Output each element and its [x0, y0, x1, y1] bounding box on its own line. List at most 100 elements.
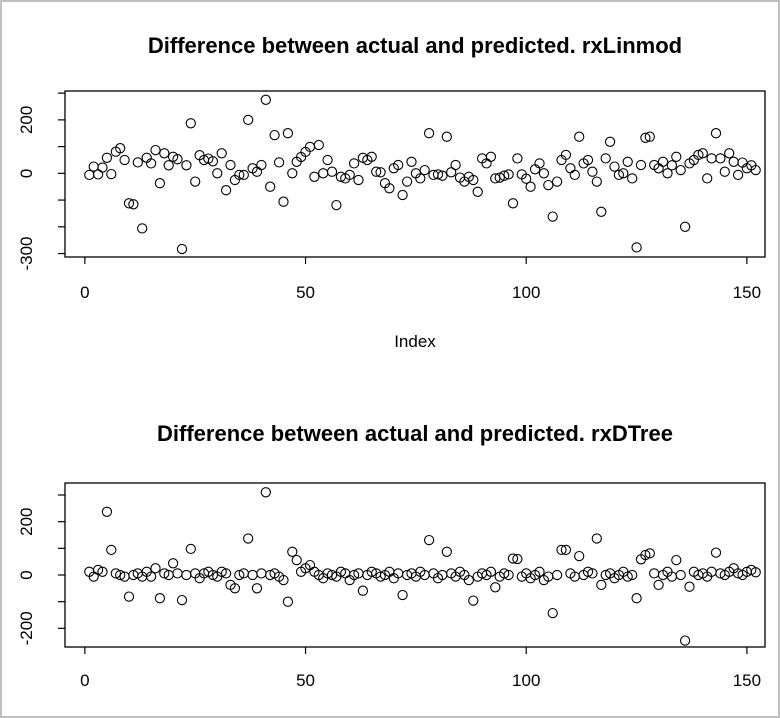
data-point: [613, 169, 625, 181]
data-point: [728, 156, 739, 167]
data-point: [357, 585, 369, 596]
data-point: [176, 243, 188, 255]
data-point: [371, 166, 382, 177]
data-point: [278, 574, 289, 586]
data-point: [423, 128, 435, 139]
data-point: [587, 568, 598, 579]
data-point: [123, 591, 135, 602]
data-point: [503, 169, 514, 180]
data-point: [190, 176, 201, 187]
data-point: [710, 547, 722, 558]
data-point: [543, 179, 554, 191]
data-point: [128, 199, 139, 210]
data-point: [640, 132, 651, 143]
data-point: [366, 566, 377, 577]
data-point: [335, 566, 347, 577]
data-point: [172, 154, 183, 165]
data-point: [706, 153, 717, 164]
data-point: [750, 164, 761, 176]
data-point: [591, 533, 602, 544]
data-point: [631, 242, 642, 253]
data-point: [450, 159, 461, 171]
data-point: [137, 223, 148, 234]
data-point: [216, 566, 227, 577]
data-point: [167, 558, 179, 569]
data-point: [234, 169, 245, 181]
data-point: [97, 566, 108, 577]
data-point: [675, 569, 686, 581]
data-point: [534, 566, 545, 577]
data-point: [494, 172, 505, 183]
data-point: [679, 635, 691, 646]
data-point: [326, 166, 338, 177]
data-point: [622, 571, 633, 582]
data-point: [499, 568, 510, 579]
data-point: [551, 176, 563, 187]
data-point: [154, 178, 166, 189]
data-point: [225, 159, 236, 171]
data-point: [119, 154, 130, 166]
data-point: [547, 607, 558, 619]
data-point: [679, 221, 691, 232]
data-point: [715, 153, 726, 164]
data-point: [150, 144, 161, 156]
data-point: [565, 163, 576, 174]
data-point: [551, 569, 563, 581]
chart-0: 0 50 100 150 200 0 -300: [17, 90, 766, 302]
data-point: [644, 548, 655, 559]
data-point: [574, 131, 585, 142]
data-point: [560, 149, 572, 161]
data-point: [618, 168, 629, 179]
data-point: [653, 579, 664, 591]
plot-box: [64, 90, 766, 258]
x-tick-label: 0: [80, 671, 89, 690]
data-point: [172, 568, 183, 579]
data-point: [596, 579, 607, 591]
data-point: [375, 571, 386, 582]
data-point: [406, 156, 417, 167]
data-point: [348, 158, 360, 169]
data-point: [622, 156, 633, 167]
data-point: [287, 546, 298, 557]
data-point: [582, 566, 594, 577]
data-point: [534, 158, 545, 169]
data-point: [397, 189, 408, 201]
chart-title-rxlinmod: Difference between actual and predicted.…: [147, 33, 683, 58]
data-point: [101, 152, 113, 163]
data-point: [154, 593, 166, 604]
data-point: [521, 173, 532, 184]
data-point: [238, 169, 249, 181]
data-point: [582, 154, 594, 166]
data-point: [220, 185, 232, 196]
data-point: [574, 550, 585, 562]
data-point: [265, 181, 276, 192]
data-point: [106, 544, 117, 556]
data-point: [710, 128, 722, 139]
chart-title-rxdtree: Difference between actual and predicted.…: [157, 421, 673, 446]
data-point: [207, 156, 219, 167]
data-point: [569, 169, 580, 181]
data-point: [92, 564, 104, 576]
data-point: [446, 167, 457, 178]
data-point: [503, 569, 514, 581]
y-tick-label: 200: [17, 106, 36, 134]
data-point: [132, 157, 143, 168]
data-point: [750, 567, 761, 578]
data-point: [278, 196, 289, 207]
data-point: [353, 174, 364, 186]
data-point: [640, 549, 651, 561]
data-point: [393, 159, 404, 171]
data-point: [627, 173, 638, 184]
y-tick-label: 0: [17, 570, 36, 579]
data-point: [216, 148, 227, 159]
data-point: [635, 159, 647, 171]
data-point: [309, 171, 320, 182]
data-point: [662, 168, 673, 179]
plot-box: [64, 482, 766, 648]
y-tick-label: 0: [17, 169, 36, 178]
data-point: [512, 153, 523, 164]
data-point: [256, 568, 267, 579]
data-point: [600, 153, 611, 164]
data-point: [185, 543, 196, 555]
